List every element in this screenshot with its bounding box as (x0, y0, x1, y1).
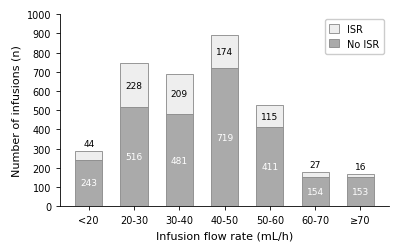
Text: 16: 16 (355, 162, 366, 171)
Text: 174: 174 (216, 48, 233, 57)
Bar (302, 177, 329, 206)
Text: 154: 154 (306, 187, 324, 196)
Bar (120, 108, 148, 206)
Text: 153: 153 (352, 187, 369, 196)
Text: 411: 411 (261, 163, 278, 172)
Bar (256, 128, 283, 206)
Bar (166, 114, 193, 206)
Text: 516: 516 (125, 153, 143, 162)
Bar (75, 160, 102, 206)
Text: 209: 209 (171, 90, 188, 99)
Bar (120, 64, 148, 108)
Text: 115: 115 (261, 112, 278, 121)
Legend: ISR, No ISR: ISR, No ISR (324, 20, 384, 54)
Bar (166, 74, 193, 114)
Bar (347, 174, 374, 177)
X-axis label: Infusion flow rate (mL/h): Infusion flow rate (mL/h) (156, 231, 293, 241)
Text: 27: 27 (310, 160, 321, 169)
Bar (211, 36, 238, 69)
Text: 481: 481 (171, 156, 188, 165)
Bar (302, 172, 329, 177)
Text: 243: 243 (80, 179, 97, 188)
Y-axis label: Number of infusions (n): Number of infusions (n) (11, 45, 21, 176)
Bar (211, 69, 238, 206)
Text: 719: 719 (216, 133, 233, 142)
Bar (75, 151, 102, 160)
Text: 44: 44 (83, 140, 94, 149)
Bar (256, 106, 283, 128)
Bar (347, 177, 374, 206)
Text: 228: 228 (126, 81, 142, 90)
